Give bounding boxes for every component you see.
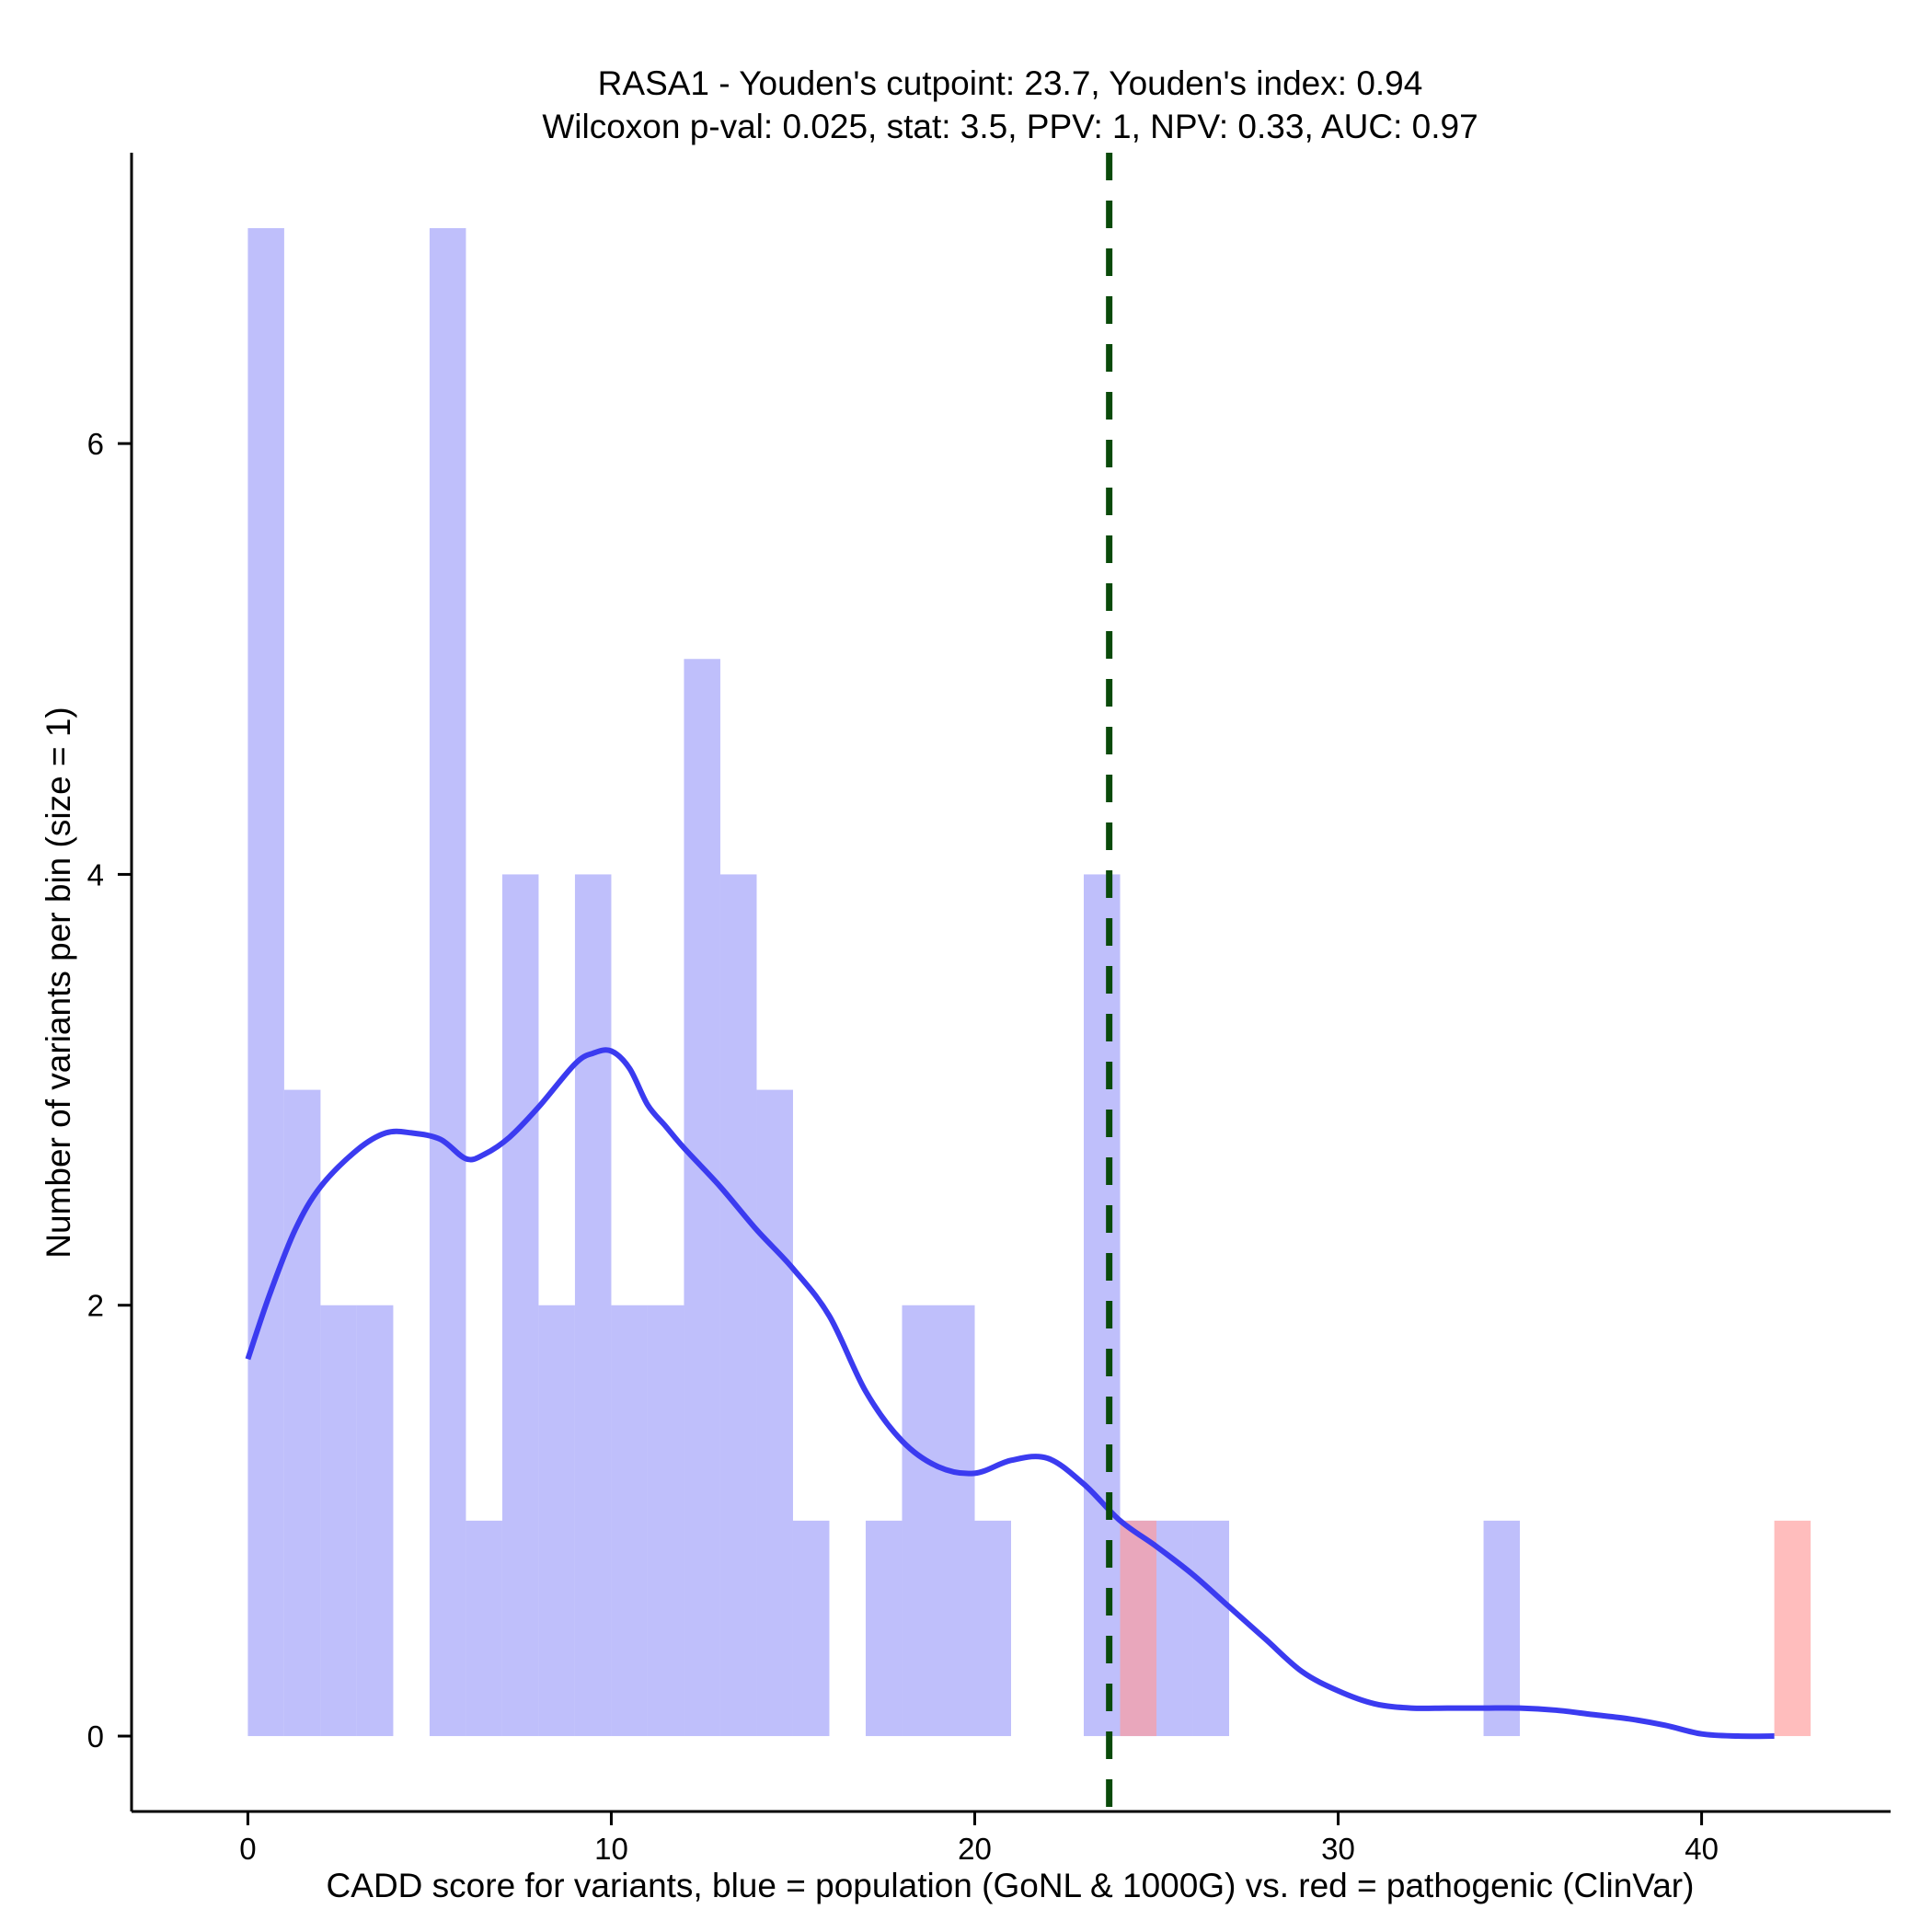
population-bar	[647, 1305, 684, 1737]
population-bar	[792, 1520, 830, 1737]
population-bar	[611, 1305, 648, 1737]
x-axis-label: CADD score for variants, blue = populati…	[327, 1867, 1695, 1904]
x-axis-ticks: 0 10 20 30 40	[239, 1811, 1719, 1866]
population-bar	[974, 1520, 1011, 1737]
pathogenic-bars	[1120, 1520, 1811, 1737]
population-bar	[283, 1089, 321, 1737]
x-tick-label: 30	[1321, 1832, 1355, 1866]
chart-title-line-1: RASA1 - Youden's cutpoint: 23.7, Youden'…	[598, 64, 1423, 102]
population-bar	[865, 1520, 903, 1737]
population-bar	[1483, 1520, 1521, 1737]
population-density-curve	[245, 1047, 1775, 1740]
population-bar	[684, 659, 720, 1737]
y-axis-ticks: 0 2 4 6	[87, 427, 132, 1754]
population-bar	[501, 874, 539, 1737]
population-bar	[1084, 874, 1121, 1737]
x-tick-label: 0	[239, 1832, 256, 1866]
y-tick-label: 0	[87, 1719, 104, 1754]
y-tick-label: 2	[87, 1289, 104, 1323]
population-bar	[756, 1089, 793, 1737]
population-bar	[1156, 1520, 1193, 1737]
population-bar	[574, 874, 612, 1737]
population-bar	[538, 1305, 575, 1737]
population-bar	[719, 874, 757, 1737]
population-bar	[356, 1305, 394, 1737]
population-bar	[429, 227, 466, 1737]
population-bar	[1192, 1520, 1230, 1737]
x-tick-label: 10	[594, 1832, 628, 1866]
population-bar	[937, 1305, 975, 1737]
chart-title-line-2: Wilcoxon p-val: 0.025, stat: 3.5, PPV: 1…	[542, 108, 1478, 145]
x-tick-label: 20	[958, 1832, 992, 1866]
pathogenic-bar	[1120, 1520, 1157, 1737]
population-bar	[902, 1305, 938, 1737]
population-bar	[466, 1520, 502, 1737]
x-tick-label: 40	[1685, 1832, 1719, 1866]
y-tick-label: 4	[87, 857, 104, 891]
population-bar	[247, 227, 284, 1737]
population-bar	[320, 1305, 357, 1737]
y-tick-label: 6	[87, 427, 104, 461]
y-axis-label: Number of variants per bin (size = 1)	[40, 707, 77, 1258]
pathogenic-bar	[1774, 1520, 1811, 1737]
population-bars	[247, 227, 1521, 1737]
